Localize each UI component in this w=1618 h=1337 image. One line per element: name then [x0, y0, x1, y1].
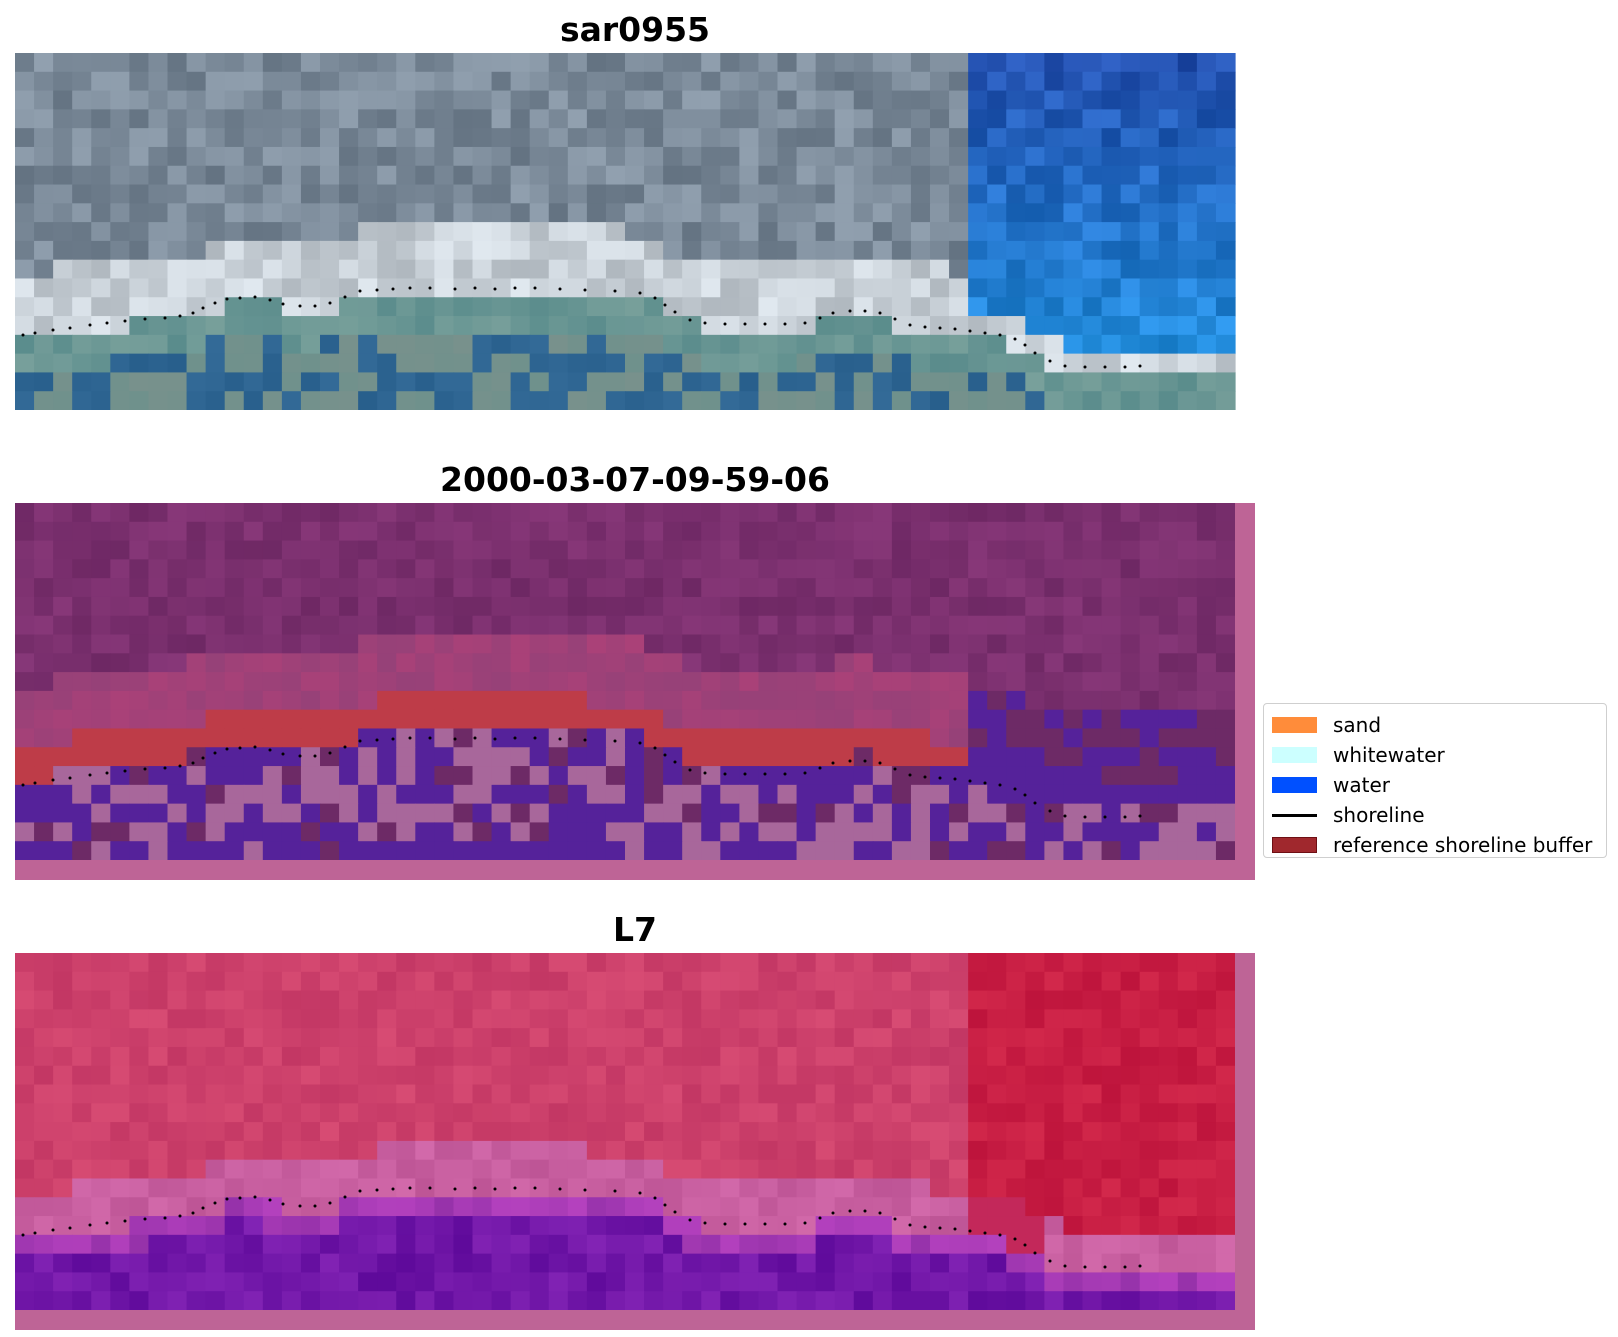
shoreline-line-icon — [1272, 813, 1317, 817]
legend-item-water: water — [1272, 770, 1598, 800]
panel-title-1: sar0955 — [559, 10, 711, 49]
false-color-panel — [15, 953, 1255, 1330]
whitewater-swatch-icon — [1272, 747, 1317, 763]
legend-label: water — [1333, 773, 1390, 797]
legend-label: reference shoreline buffer — [1333, 833, 1593, 857]
shoreline — [21, 736, 1142, 819]
legend-label: shoreline — [1333, 803, 1425, 827]
panel-title-3: L7 — [613, 910, 657, 949]
buffer-swatch-icon — [1272, 837, 1317, 853]
panel-title-2: 2000-03-07-09-59-06 — [440, 460, 830, 499]
water-swatch-icon — [1272, 777, 1317, 793]
sand-swatch-icon — [1272, 717, 1317, 733]
shoreline — [21, 286, 1142, 369]
legend-label: sand — [1333, 713, 1382, 737]
legend-item-reference-buffer: reference shoreline buffer — [1272, 830, 1598, 860]
legend-item-shoreline: shoreline — [1272, 800, 1598, 830]
legend-item-sand: sand — [1272, 710, 1598, 740]
shoreline — [21, 1186, 1142, 1269]
classification-panel — [15, 503, 1255, 880]
rgb-image-panel — [15, 53, 1236, 410]
legend-label: whitewater — [1333, 743, 1445, 767]
legend: sand whitewater water shoreline referenc… — [1263, 703, 1607, 858]
legend-item-whitewater: whitewater — [1272, 740, 1598, 770]
